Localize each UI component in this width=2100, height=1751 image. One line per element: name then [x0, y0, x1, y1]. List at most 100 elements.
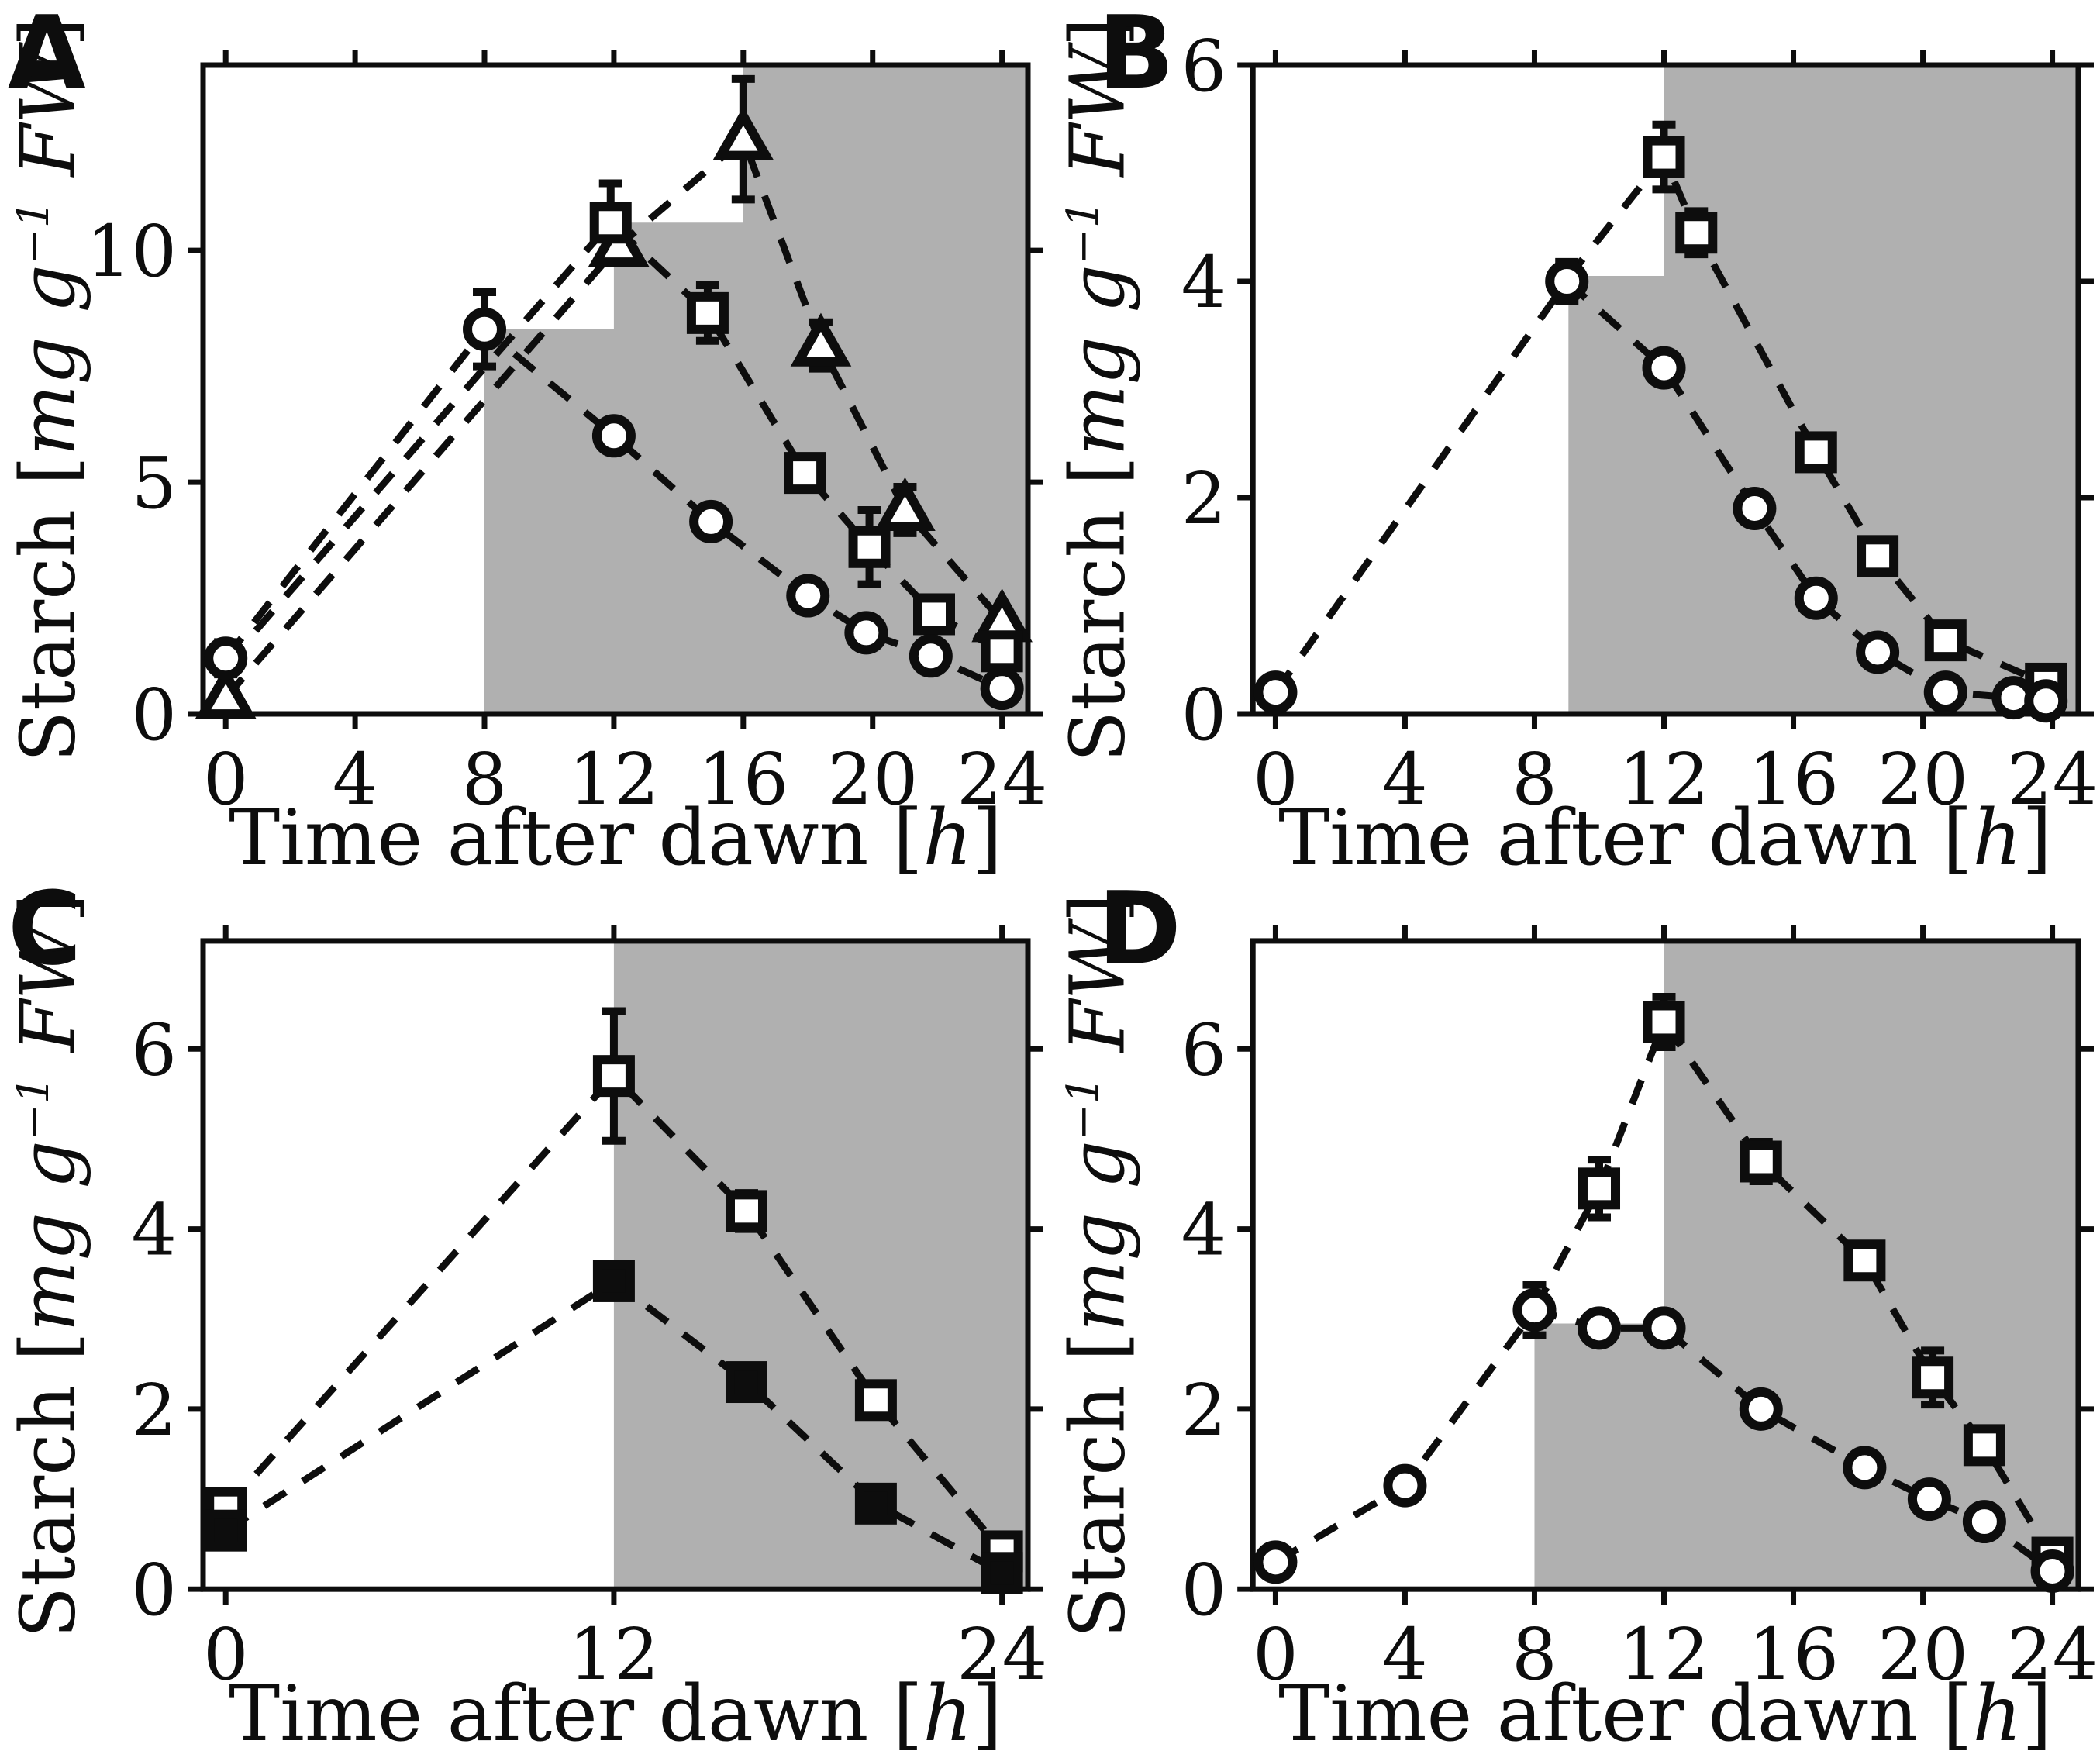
x-tick-label: 20 [827, 738, 918, 821]
y-tick-label: 6 [1181, 25, 1227, 108]
panel-c-y-axis-label: Starch [mg g−1 FW] [4, 893, 92, 1639]
marker-square [1643, 136, 1685, 178]
x-tick-label: 8 [462, 738, 508, 821]
marker-square [1643, 1001, 1685, 1043]
y-tick-label: 10 [86, 210, 177, 293]
line-open-circle-series [1272, 276, 2047, 705]
night-shading-d [1534, 940, 2078, 1590]
x-tick-label: 12 [568, 1613, 659, 1696]
marker-circle [786, 574, 830, 618]
marker-square [1924, 619, 1967, 662]
marker-square [592, 1055, 635, 1098]
marker-circle [463, 307, 507, 351]
marker-circle [1253, 1540, 1298, 1584]
x-tick-label: 24 [2007, 738, 2098, 821]
x-tick-label: 20 [1878, 738, 1968, 821]
marker-square [1675, 212, 1718, 254]
marker-square [686, 291, 729, 334]
x-tick-label: 24 [2007, 1613, 2098, 1696]
y-tick-label: 4 [1181, 241, 1227, 324]
marker-square [1843, 1239, 1886, 1282]
marker-square [589, 202, 632, 244]
marker-triangle [712, 106, 774, 160]
panel-a-y-axis-label: Starch [mg g−1 FW] [4, 17, 92, 763]
marker-circle [1843, 1446, 1887, 1490]
marker-circle [1794, 576, 1838, 620]
x-tick-label: 16 [698, 738, 788, 821]
marker-circle [1907, 1477, 1951, 1522]
marker-circle [591, 414, 636, 458]
marker-square [784, 452, 826, 495]
y-tick-label: 6 [1181, 1008, 1227, 1091]
night-shading-c [613, 940, 1028, 1590]
marker-circle [689, 499, 733, 543]
x-tick-label: 12 [1619, 1613, 1709, 1696]
marker-square [848, 526, 891, 568]
x-tick-label: 16 [1748, 738, 1839, 821]
line-open-square-series [222, 1070, 1005, 1554]
marker-triangle [195, 664, 257, 719]
marker-circle [2030, 1549, 2074, 1593]
y-tick-label: 0 [1181, 1549, 1227, 1632]
marker-circle [1733, 486, 1777, 530]
panel-d-letter: D [1098, 876, 1181, 988]
y-tick-label: 0 [1181, 674, 1227, 757]
y-tick-label: 0 [131, 1549, 177, 1632]
x-tick-label: 12 [568, 738, 659, 821]
panel-d: D Starch [mg g−1 FW] 0 4 8 12 16 20 24 0 2 4 6 Tim… [1050, 876, 2100, 1751]
marker-square [592, 1260, 635, 1302]
marker-square [981, 630, 1023, 673]
x-tick-label: 4 [333, 738, 378, 821]
x-tick-label: 20 [1878, 1613, 1968, 1696]
y-tick-label: 6 [131, 1008, 177, 1091]
marker-circle [1642, 346, 1686, 390]
x-tick-label: 24 [957, 1613, 1047, 1696]
marker-triangle [874, 477, 936, 531]
x-tick-label: 0 [203, 738, 249, 821]
marker-circle [909, 634, 953, 678]
marker-square [1740, 1140, 1782, 1183]
panel-c-x-axis-label: Time after dawn [h] [229, 1670, 1002, 1751]
panel-b-letter: B [1098, 0, 1175, 112]
panel-a-x-axis-label: Time after dawn [h] [229, 794, 1002, 876]
y-tick-label: 2 [1181, 1369, 1227, 1452]
marker-circle [1856, 630, 1900, 674]
marker-circle [980, 667, 1024, 711]
marker-square [1795, 431, 1837, 474]
marker-square [1912, 1356, 1954, 1399]
x-tick-label: 4 [1382, 738, 1428, 821]
x-tick-label: 8 [1512, 738, 1557, 821]
x-tick-label: 24 [957, 738, 1047, 821]
panel-b-x-axis-label: Time after dawn [h] [1278, 794, 2052, 876]
y-tick-label: 5 [131, 442, 177, 525]
x-tick-label: 0 [1253, 738, 1298, 821]
marker-circle [1253, 670, 1298, 715]
y-tick-label: 4 [1181, 1189, 1227, 1272]
marker-circle [1383, 1463, 1427, 1508]
line-open-circle-series [1274, 1305, 2055, 1574]
marker-square [912, 593, 955, 636]
x-tick-label: 4 [1382, 1613, 1428, 1696]
marker-square [725, 1190, 767, 1232]
marker-square [1578, 1167, 1621, 1210]
marker-circle [1962, 1500, 2006, 1544]
panel-d-y-axis-label: Starch [mg g−1 FW] [1053, 893, 1142, 1639]
marker-circle [1923, 670, 1967, 715]
panel-c-letter: C [8, 876, 82, 988]
marker-square [725, 1361, 767, 1404]
marker-circle [1545, 260, 1589, 303]
panel-c: C Starch [mg g−1 FW] 0 12 24 0 2 4 6 Time afte… [0, 876, 1050, 1751]
marker-circle [1577, 1306, 1622, 1350]
marker-circle [1642, 1306, 1686, 1350]
marker-triangle [790, 312, 852, 367]
marker-square [205, 1509, 247, 1552]
marker-circle [204, 636, 248, 681]
panel-a-letter: A [8, 0, 86, 112]
marker-square [854, 1482, 897, 1525]
x-tick-label: 16 [1748, 1613, 1839, 1696]
y-tick-label: 2 [131, 1369, 177, 1452]
